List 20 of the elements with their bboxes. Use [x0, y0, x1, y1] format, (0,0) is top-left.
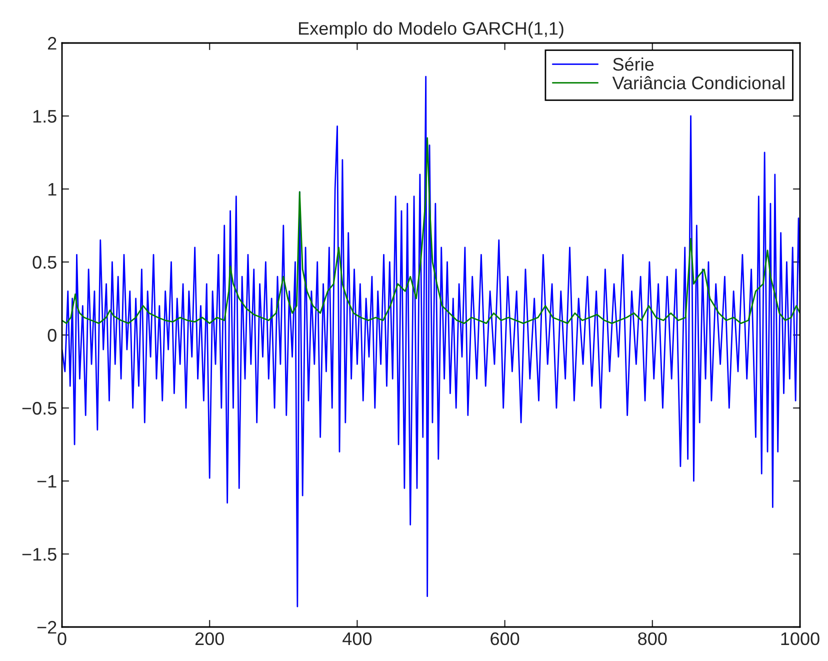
x-tick-label: 1000 [781, 632, 820, 646]
x-tick-label: 800 [638, 632, 667, 646]
legend-label: Variância Condicional [612, 76, 784, 90]
y-tick-label: −1.5 [22, 548, 56, 561]
y-tick-label: −2 [37, 620, 56, 634]
y-tick-label: 1.5 [33, 110, 56, 123]
y-tick-label: 0.5 [32, 256, 56, 269]
x-tick-label: 0 [58, 632, 66, 646]
chart-title: Exemplo do Modelo GARCH(1,1) [299, 22, 564, 38]
y-tick-label: 2 [48, 36, 56, 50]
line-series [62, 137, 800, 324]
x-tick-label: 600 [490, 632, 520, 646]
x-tick-label: 200 [195, 632, 224, 646]
legend-label: Série [613, 57, 654, 71]
y-tick-label: 0 [48, 328, 56, 342]
x-tick-label: 400 [342, 632, 372, 646]
line-series [62, 76, 800, 608]
y-tick-label: −0.5 [22, 402, 56, 415]
y-tick-label: 1 [48, 183, 56, 196]
y-tick-label: −1 [37, 475, 56, 488]
